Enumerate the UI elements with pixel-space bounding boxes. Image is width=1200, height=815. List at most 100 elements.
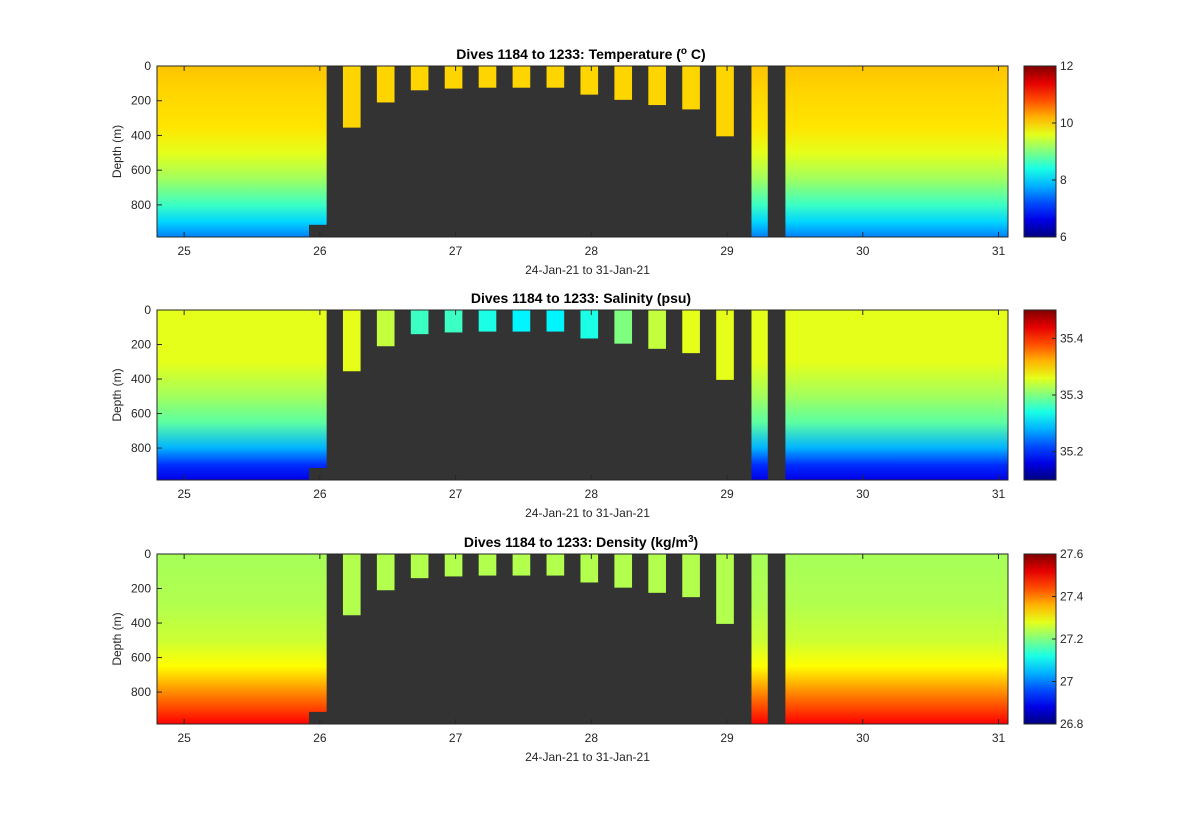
colorbar-tick-label: 35.2 xyxy=(1060,445,1084,459)
shallow-dive xyxy=(478,66,497,88)
y-tick-label: 600 xyxy=(131,651,151,665)
shallow-dive xyxy=(410,66,429,91)
full-depth-dive xyxy=(751,554,768,724)
axes-frame xyxy=(156,309,1009,481)
colorbar-tick-label: 35.3 xyxy=(1060,388,1084,402)
shallow-dive xyxy=(342,66,361,128)
shallow-dive xyxy=(648,554,666,593)
x-tick-label: 26 xyxy=(313,731,327,745)
x-tick-label: 30 xyxy=(856,487,870,501)
colorbar xyxy=(1023,309,1057,481)
colorbar-tick-label: 10 xyxy=(1060,116,1074,130)
shallow-dive xyxy=(376,554,395,591)
colorbar-tick-label: 26.8 xyxy=(1060,717,1084,731)
y-tick-label: 800 xyxy=(131,441,151,455)
shallow-dive xyxy=(512,554,531,576)
shallow-dive xyxy=(478,554,497,576)
full-depth-block-left xyxy=(157,554,327,724)
x-tick-label: 29 xyxy=(720,731,734,745)
x-tick-label: 31 xyxy=(992,487,1006,501)
x-tick-label: 27 xyxy=(449,731,463,745)
x-tick-label: 25 xyxy=(177,731,191,745)
colorbar xyxy=(1023,65,1057,238)
no-data-corner xyxy=(309,711,328,724)
shallow-dive xyxy=(682,310,700,354)
shallow-dive xyxy=(614,310,633,344)
colorbar-tick-label: 12 xyxy=(1060,59,1074,73)
x-tick-label: 26 xyxy=(313,244,327,258)
y-tick-label: 200 xyxy=(131,94,151,108)
shallow-dive xyxy=(512,66,531,88)
panel-density: 25 26 27 28 29 30 31 0 200 400 600 800 24-Jan-21 to … xyxy=(110,534,1084,765)
x-tick-label: 25 xyxy=(177,244,191,258)
shallow-dive xyxy=(342,554,361,616)
colorbar-tick-label: 27.2 xyxy=(1060,632,1084,646)
y-tick-label: 0 xyxy=(144,59,151,73)
y-tick-label: 200 xyxy=(131,582,151,596)
shallow-dive xyxy=(376,66,395,103)
x-tick-label: 30 xyxy=(856,244,870,258)
y-tick-label: 400 xyxy=(131,616,151,630)
shallow-dive xyxy=(376,310,395,347)
shallow-dive xyxy=(648,310,666,349)
y-tick-label: 0 xyxy=(144,303,151,317)
colorbar xyxy=(1023,553,1057,725)
x-tick-label: 30 xyxy=(856,731,870,745)
colorbar-tick-label: 27.4 xyxy=(1060,590,1084,604)
full-depth-dive xyxy=(751,310,768,480)
shallow-dive xyxy=(682,66,700,110)
shallow-dive xyxy=(648,66,666,106)
x-axis-label: 24-Jan-21 to 31-Jan-21 xyxy=(525,263,650,277)
full-depth-dive xyxy=(751,66,768,237)
y-tick-label: 800 xyxy=(131,685,151,699)
x-tick-label: 31 xyxy=(992,731,1006,745)
x-tick-label: 27 xyxy=(449,487,463,501)
shallow-dive xyxy=(546,66,565,88)
x-axis-label: 24-Jan-21 to 31-Jan-21 xyxy=(525,506,650,520)
y-tick-label: 600 xyxy=(131,407,151,421)
x-tick-label: 28 xyxy=(585,731,599,745)
x-tick-label: 25 xyxy=(177,487,191,501)
full-depth-block-left xyxy=(157,66,327,237)
y-axis-label: Depth (m) xyxy=(110,125,124,178)
colorbar-tick-label: 6 xyxy=(1060,230,1067,244)
colorbar-tick-label: 35.4 xyxy=(1060,331,1084,345)
shallow-dive xyxy=(478,310,497,332)
x-tick-label: 28 xyxy=(585,487,599,501)
axes-frame xyxy=(156,553,1009,725)
shallow-dive xyxy=(546,310,565,332)
full-depth-block-right xyxy=(785,554,1008,724)
shallow-dive xyxy=(682,554,700,598)
no-data-corner xyxy=(309,467,328,480)
panel-temperature: 25 26 27 28 29 30 31 0 200 400 600 800 24-Jan-21 to … xyxy=(110,46,1074,278)
full-depth-block-right xyxy=(785,66,1008,237)
y-tick-label: 600 xyxy=(131,163,151,177)
panel-title: Dives 1184 to 1233: Temperature (o C) xyxy=(456,46,705,63)
full-depth-block-left xyxy=(157,310,327,480)
shallow-dive xyxy=(614,554,633,588)
y-tick-label: 400 xyxy=(131,128,151,142)
y-axis-label: Depth (m) xyxy=(110,612,124,665)
y-axis-label: Depth (m) xyxy=(110,368,124,421)
shallow-dive xyxy=(444,554,463,577)
shallow-dive xyxy=(444,66,463,89)
x-tick-label: 29 xyxy=(720,487,734,501)
shallow-dive xyxy=(444,310,463,333)
y-tick-label: 0 xyxy=(144,547,151,561)
shallow-dive xyxy=(716,66,734,137)
x-tick-label: 31 xyxy=(992,244,1006,258)
shallow-dive xyxy=(512,310,531,332)
colorbar-tick-label: 27.6 xyxy=(1060,547,1084,561)
shallow-dive xyxy=(342,310,361,372)
panel-salinity: 25 26 27 28 29 30 31 0 200 400 600 800 24-Jan-21 to … xyxy=(110,290,1084,520)
panel-title: Dives 1184 to 1233: Salinity (psu) xyxy=(471,290,691,306)
y-tick-label: 400 xyxy=(131,372,151,386)
x-tick-label: 26 xyxy=(313,487,327,501)
x-tick-label: 28 xyxy=(585,244,599,258)
y-tick-label: 200 xyxy=(131,338,151,352)
shallow-dive xyxy=(716,310,734,380)
x-axis-label: 24-Jan-21 to 31-Jan-21 xyxy=(525,750,650,764)
shallow-dive xyxy=(580,310,599,339)
